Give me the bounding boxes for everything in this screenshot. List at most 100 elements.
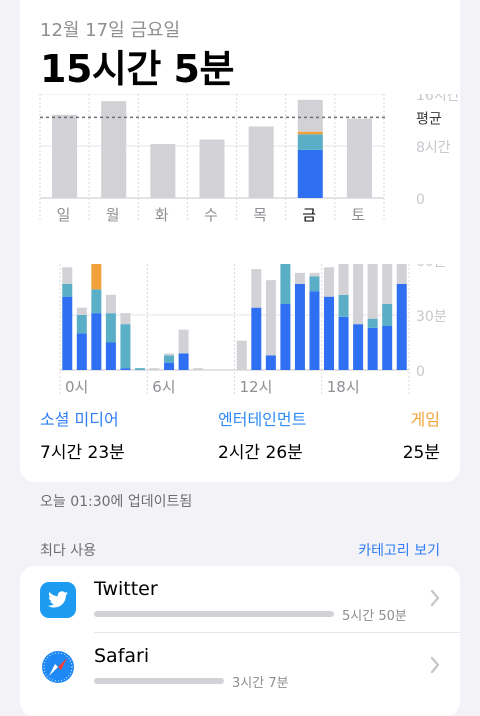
category-social-media: 소셜 미디어 7시간 23분 [40,406,125,463]
hourly-bar-other [382,264,393,304]
hourly-bar-entertainment [367,318,378,328]
hourly-bar-entertainment [91,289,102,314]
category-games-label: 게임 [410,410,440,429]
hourly-bar-entertainment [280,264,291,304]
y-axis-label: 8시간 [416,140,451,156]
weekly-bar-other [248,126,274,198]
weekly-bar-other [297,99,323,132]
hourly-usage-chart[interactable]: 0시 6시 12시 18시 60분 30분 0 [20,264,460,414]
y-axis-label: 16시간 [416,94,460,104]
hourly-bar-other [396,264,407,284]
app-row-twitter[interactable]: Twitter 5시간 50분 [20,566,460,633]
category-entertainment-label: 엔터테인먼트 [218,410,307,429]
day-label: 월 [106,206,120,224]
hourly-bar-entertainment [338,294,349,317]
hourly-bar-entertainment [76,315,87,334]
category-social-media-label: 소셜 미디어 [40,410,119,429]
x-axis-label: 6시 [152,378,175,396]
hourly-bar-other [338,264,349,295]
hourly-bar-other [367,264,378,319]
weekly-bar-other [199,139,225,198]
x-axis-label: 18시 [327,378,360,396]
hourly-bar-social [367,327,378,370]
day-label: 일 [57,206,71,224]
hourly-bar-other [193,368,204,370]
hourly-bar-entertainment [134,368,145,370]
hourly-bar-other [309,272,320,277]
safari-icon [40,649,76,685]
usage-bar-twitter [94,611,334,617]
app-name-twitter: Twitter [94,578,158,600]
hourly-bar-social [324,296,335,370]
usage-time-twitter: 5시간 50분 [342,609,407,624]
chevron-right-icon [430,589,440,607]
hourly-bar-social [120,368,131,370]
hourly-bar-other [265,280,276,356]
app-row-safari[interactable]: Safari 3시간 7분 [20,633,460,699]
weekly-bar-other [346,118,372,198]
hourly-bar-social [105,342,116,370]
hourly-bar-other [178,329,189,354]
day-label: 목 [253,206,267,224]
hourly-bar-other [76,307,87,315]
weekly-bar-social [297,149,323,198]
weekly-bar-other [101,101,127,198]
category-social-media-time: 7시간 23분 [40,443,125,463]
hourly-bar-social [76,333,87,370]
show-categories-button[interactable]: 카테고리 보기 [358,543,440,559]
hourly-bar-other [105,294,116,314]
app-name-safari: Safari [94,645,150,667]
day-label: 수 [204,206,218,224]
hourly-bar-other [149,368,160,370]
hourly-bar-social [178,353,189,370]
weekly-bar-other [150,144,176,198]
hourly-bar-other [353,264,364,325]
y-axis-label: 0 [416,364,425,380]
hourly-bar-social [62,296,73,370]
chevron-right-icon [430,656,440,674]
day-label: 화 [155,206,169,224]
x-axis-label: 0시 [65,378,88,396]
hourly-bar-entertainment [164,355,175,363]
hourly-bar-other [120,313,131,325]
hourly-bar-entertainment [382,304,393,326]
weekly-bar-entertainment [297,134,323,150]
hourly-bar-game [91,264,102,290]
category-entertainment: 엔터테인먼트 2시간 26분 [218,406,306,463]
hourly-bar-social [309,291,320,370]
hourly-bar-social [396,283,407,370]
most-used-apps-list: Twitter 5시간 50분 Safari 3시간 7분 [20,566,460,716]
weekly-bar-other [52,114,78,198]
hourly-bar-other [251,269,262,308]
y-axis-label: 평균 [416,111,442,127]
hourly-bar-other [324,267,335,297]
hourly-bar-social [265,355,276,370]
row-divider [94,632,460,633]
hourly-bar-social [251,307,262,370]
hourly-bar-social [91,313,102,370]
day-label: 금 [302,206,316,224]
hourly-bar-social [353,324,364,370]
hourly-bar-social [294,283,305,370]
category-entertainment-time: 2시간 26분 [218,443,303,463]
y-axis-label: 30분 [416,309,447,325]
category-games-time: 25분 [402,443,440,463]
hourly-bar-other [62,267,73,284]
most-used-title: 최다 사용 [40,543,96,559]
y-axis-label: 60분 [416,264,447,270]
category-games: 게임 25분 [403,406,440,463]
hourly-bar-social [280,304,291,370]
total-screen-time: 15시간 5분 [40,47,234,91]
day-label: 토 [351,206,365,224]
hourly-bar-social [164,362,175,370]
hourly-bar-social [382,326,393,370]
usage-time-safari: 3시간 7분 [232,676,289,691]
date-label: 12월 17일 금요일 [40,20,181,41]
twitter-icon [40,582,76,618]
hourly-bar-entertainment [105,313,116,343]
weekly-bar-game [297,131,323,135]
usage-bar-safari [94,678,224,684]
hourly-bar-social [338,316,349,370]
